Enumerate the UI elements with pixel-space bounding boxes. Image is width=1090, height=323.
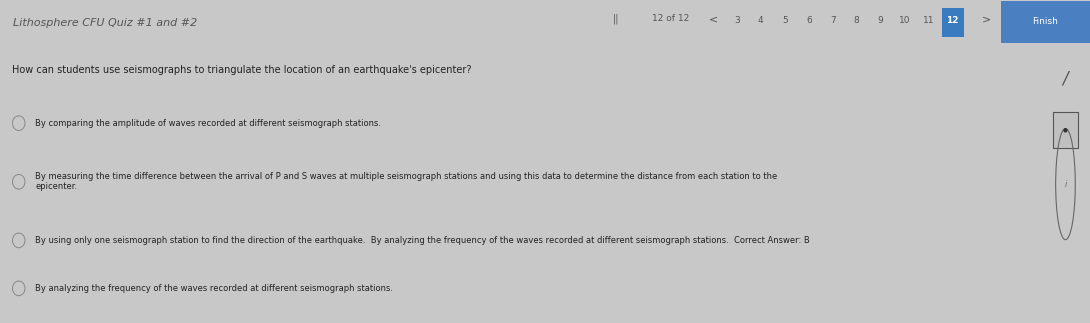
FancyBboxPatch shape (942, 8, 964, 37)
Text: 4: 4 (758, 16, 764, 25)
Text: By using only one seismograph station to find the direction of the earthquake.  : By using only one seismograph station to… (35, 236, 810, 245)
Text: 8: 8 (853, 16, 860, 25)
Text: 9: 9 (877, 16, 884, 25)
Text: By comparing the amplitude of waves recorded at different seismograph stations.: By comparing the amplitude of waves reco… (35, 119, 381, 128)
Text: >: > (982, 14, 991, 24)
Text: Lithosphere CFU Quiz #1 and #2: Lithosphere CFU Quiz #1 and #2 (13, 18, 197, 27)
Text: How can students use seismographs to triangulate the location of an earthquake's: How can students use seismographs to tri… (12, 65, 472, 75)
Text: 11: 11 (923, 16, 934, 25)
Text: 12: 12 (946, 16, 959, 25)
Text: 5: 5 (782, 16, 788, 25)
Text: 3: 3 (734, 16, 740, 25)
Text: By analyzing the frequency of the waves recorded at different seismograph statio: By analyzing the frequency of the waves … (35, 284, 393, 293)
Text: 7: 7 (829, 16, 836, 25)
Text: <: < (710, 14, 718, 24)
FancyBboxPatch shape (1053, 112, 1078, 148)
Text: 12 of 12: 12 of 12 (652, 15, 689, 24)
Text: ||: || (613, 14, 619, 24)
FancyBboxPatch shape (1001, 1, 1090, 43)
Text: Finish: Finish (1032, 17, 1058, 26)
Text: 10: 10 (899, 16, 910, 25)
Text: By measuring the time difference between the arrival of P and S waves at multipl: By measuring the time difference between… (35, 172, 777, 192)
Text: i: i (1064, 180, 1067, 189)
Text: /: / (1063, 69, 1068, 88)
Text: 6: 6 (806, 16, 812, 25)
Text: ●: ● (1063, 128, 1068, 132)
